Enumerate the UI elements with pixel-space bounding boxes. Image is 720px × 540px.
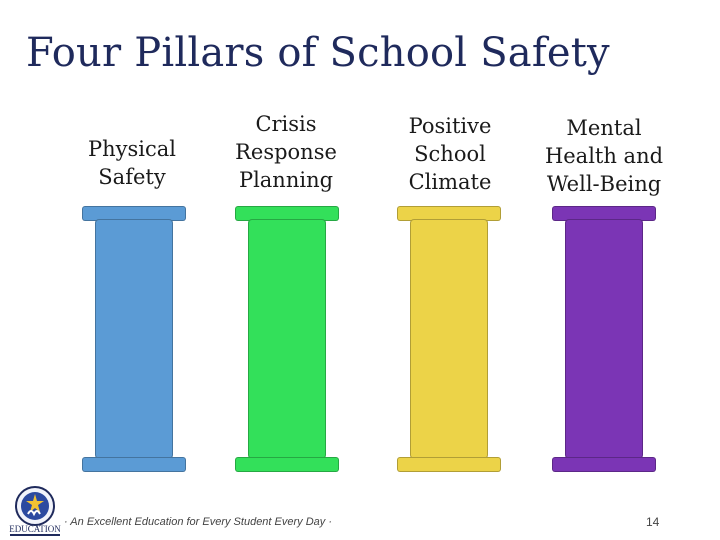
pillar-label-positive-school-climate: Positive School Climate bbox=[408, 114, 492, 194]
pillar-label-crisis-response-planning: Crisis Response Planning bbox=[235, 112, 337, 192]
pillar-shaft bbox=[95, 219, 173, 459]
slide-title: Four Pillars of School Safety bbox=[26, 30, 610, 76]
pillar-mental-health-well-being bbox=[552, 206, 656, 472]
pillar-base bbox=[82, 457, 186, 472]
pillar-label-mental-health-well-being: Mental Health and Well-Being bbox=[544, 116, 664, 196]
footer-tagline: · An Excellent Education for Every Stude… bbox=[64, 516, 332, 528]
pillar-shaft bbox=[248, 219, 326, 459]
pillar-physical-safety bbox=[82, 206, 186, 472]
pillar-shaft bbox=[410, 219, 488, 459]
pillar-base bbox=[552, 457, 656, 472]
logo-wordmark: EDUCATION bbox=[9, 524, 61, 534]
pillar-base bbox=[235, 457, 339, 472]
pillar-label-physical-safety: Physical Safety bbox=[87, 137, 176, 189]
education-logo-icon: EDUCATION bbox=[9, 486, 61, 536]
pillar-crisis-response-planning bbox=[235, 206, 339, 472]
pillar-shaft bbox=[565, 219, 643, 459]
pillar-positive-school-climate bbox=[397, 206, 501, 472]
pillar-base bbox=[397, 457, 501, 472]
page-number: 14 bbox=[646, 515, 660, 529]
